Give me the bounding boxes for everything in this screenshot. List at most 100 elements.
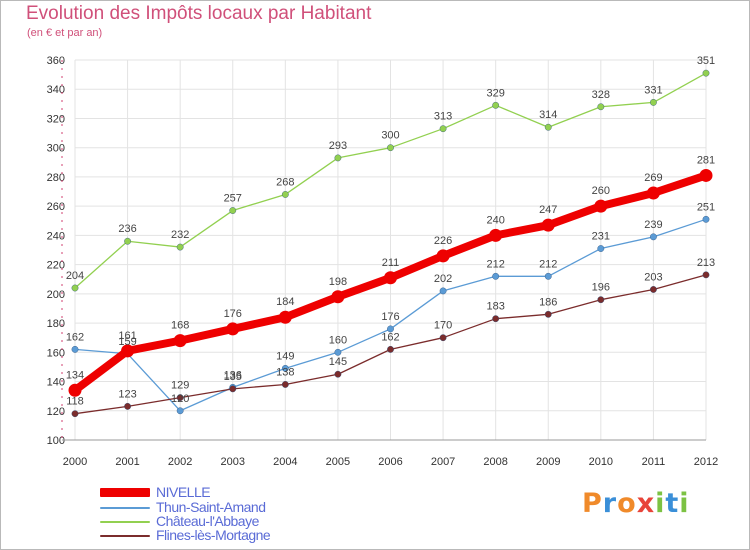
data-point (699, 168, 713, 182)
legend-label-chateau: Château-l'Abbaye (156, 513, 259, 529)
data-point (71, 345, 79, 353)
data-label: 198 (329, 276, 347, 288)
legend-label-thun: Thun-Saint-Amand (156, 499, 266, 515)
data-point (121, 344, 135, 358)
y-tick-label: 280 (47, 172, 65, 184)
data-point (331, 290, 345, 304)
data-label: 231 (592, 231, 610, 243)
data-label: 159 (118, 336, 136, 348)
data-point (594, 199, 608, 213)
legend-swatch-nivelle (100, 488, 150, 497)
x-tick-label: 2003 (221, 456, 245, 468)
chart-title: Evolution des Impôts locaux par Habitant (26, 3, 372, 24)
data-point (229, 207, 237, 214)
data-label: 134 (66, 369, 84, 381)
x-tick-label: 2004 (273, 456, 297, 468)
x-tick-label: 2008 (483, 456, 507, 468)
data-label: 186 (539, 296, 557, 308)
x-tick-label: 2002 (168, 456, 192, 468)
data-point (229, 385, 237, 393)
data-label: 269 (644, 172, 662, 184)
x-tick-label: 2000 (63, 456, 87, 468)
data-point (281, 364, 289, 372)
x-tick-label: 2012 (694, 456, 718, 468)
data-label: 120 (171, 393, 189, 405)
y-tick-label: 140 (47, 377, 65, 389)
data-label: 331 (644, 84, 662, 96)
proxiti-logo: Proxiti (582, 488, 690, 519)
data-label: 212 (486, 258, 504, 270)
chart-subtitle: (en € et par an) (27, 27, 103, 39)
data-label: 313 (434, 111, 452, 123)
data-label: 183 (486, 301, 504, 313)
x-tick-label: 2007 (431, 456, 455, 468)
data-label: 138 (276, 366, 294, 378)
y-tick-label: 320 (47, 113, 65, 125)
legend-label-nivelle: NIVELLE (156, 484, 211, 500)
y-tick-label: 120 (47, 406, 65, 418)
data-point (597, 296, 605, 304)
data-label: 184 (276, 296, 294, 308)
data-label: 328 (592, 89, 610, 101)
data-point (124, 237, 131, 245)
y-tick-label: 360 (47, 55, 65, 67)
data-point (650, 233, 657, 241)
data-label: 213 (697, 257, 715, 269)
y-tick-label: 240 (47, 230, 65, 242)
logo-letter: o (617, 488, 637, 519)
data-point (68, 383, 82, 397)
legend-item-flines: Flines-lès-Mortagne (100, 527, 320, 543)
data-point (334, 370, 342, 378)
x-tick-label: 2011 (642, 456, 666, 468)
data-label: 161 (118, 330, 136, 342)
data-label: 123 (118, 388, 136, 400)
data-label: 176 (224, 308, 242, 320)
data-point (646, 186, 660, 200)
data-label: 203 (644, 271, 662, 283)
data-label: 196 (592, 282, 610, 294)
data-label: 211 (382, 257, 400, 269)
legend-swatch-flines (100, 535, 150, 537)
logo-letter: x (636, 488, 656, 519)
data-point (544, 272, 552, 280)
data-label: 251 (697, 201, 715, 213)
data-point (281, 381, 289, 388)
data-label: 281 (697, 154, 715, 166)
data-point (597, 103, 605, 111)
data-label: 162 (381, 331, 399, 343)
data-point (226, 322, 240, 336)
data-label: 149 (276, 350, 294, 362)
data-point (439, 287, 447, 295)
data-label: 232 (171, 229, 189, 241)
x-tick-label: 2009 (536, 456, 560, 468)
y-tick-label: 160 (47, 347, 65, 359)
data-label: 247 (539, 204, 557, 216)
x-tick-label: 2001 (115, 456, 139, 468)
data-label: 260 (592, 185, 610, 197)
data-point (439, 125, 447, 133)
x-tick-label: 2005 (326, 456, 350, 468)
data-point (334, 348, 342, 356)
data-label: 268 (276, 176, 294, 188)
logo-letter: i (679, 488, 690, 519)
data-label: 135 (224, 371, 242, 383)
x-tick-label: 2006 (378, 456, 402, 468)
data-point (176, 394, 184, 402)
logo-letter: i (655, 488, 666, 519)
data-point (334, 154, 342, 162)
data-label: 300 (381, 130, 399, 142)
data-point (71, 284, 79, 292)
legend-swatch-thun (100, 507, 150, 509)
data-point (173, 334, 187, 348)
x-tick-label: 2010 (589, 456, 613, 468)
logo-letter: P (582, 488, 603, 519)
data-label: 257 (224, 193, 242, 205)
data-label: 226 (434, 235, 452, 247)
data-point (278, 310, 292, 324)
y-tick-label: 260 (47, 201, 65, 213)
data-label: 236 (118, 223, 136, 235)
data-label: 204 (66, 270, 84, 282)
data-point (541, 218, 555, 232)
data-point (71, 410, 79, 418)
